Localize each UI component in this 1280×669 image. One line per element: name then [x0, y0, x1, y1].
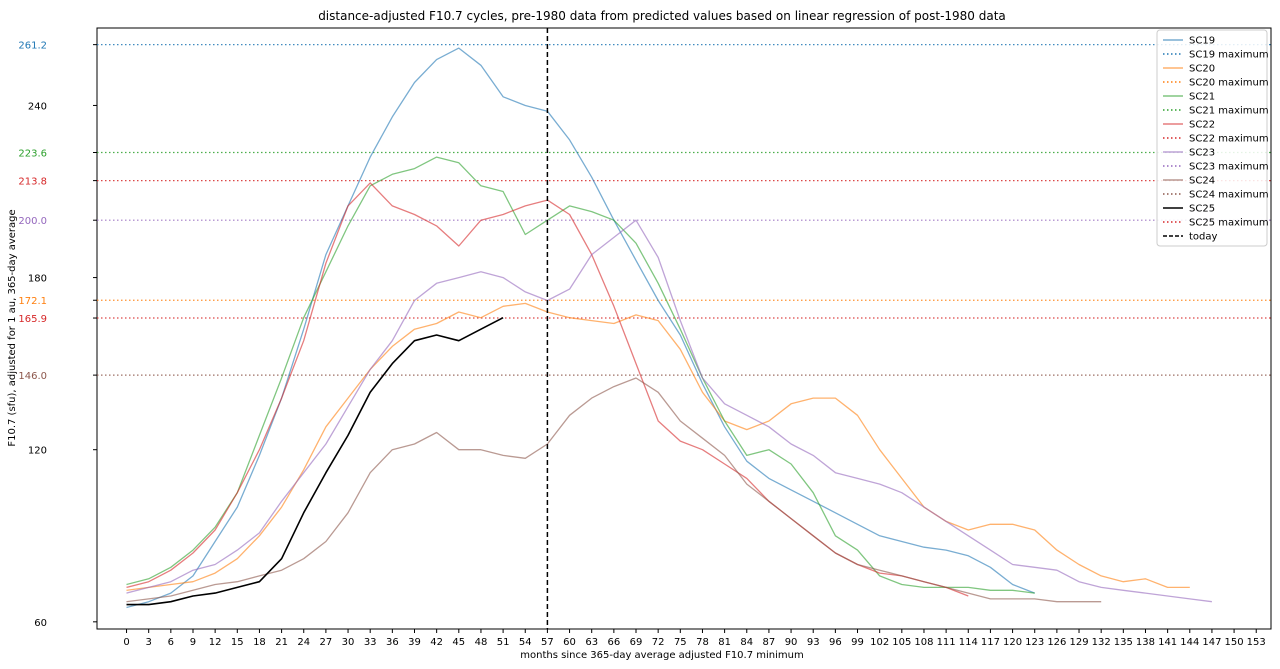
- legend-label: SC23 maximum: [1189, 162, 1269, 173]
- legend-label: SC20 maximum: [1189, 78, 1269, 89]
- x-tick-label: 75: [674, 637, 687, 648]
- x-tick-label: 60: [563, 637, 576, 648]
- x-tick-label: 54: [519, 637, 532, 648]
- series-line-sc21: [126, 156, 1035, 594]
- x-tick-label: 87: [763, 637, 776, 648]
- legend-label: SC23: [1189, 148, 1215, 159]
- x-tick-label: 57: [541, 637, 554, 648]
- x-tick-label: 51: [497, 637, 510, 648]
- x-tick-label: 0: [123, 637, 129, 648]
- x-tick-label: 141: [1158, 637, 1177, 648]
- x-tick-label: 30: [342, 637, 355, 648]
- x-tick-label: 15: [231, 637, 244, 648]
- y-axis-label: F10.7 (sfu), adjusted for 1 au, 365-day …: [7, 209, 18, 446]
- x-tick-label: 111: [937, 637, 956, 648]
- x-tick-label: 36: [386, 637, 399, 648]
- x-tick-label: 102: [870, 637, 889, 648]
- x-tick-label: 66: [607, 637, 620, 648]
- plot-frame: [96, 27, 1272, 630]
- x-tick-label: 132: [1092, 637, 1111, 648]
- x-tick-label: 69: [630, 637, 643, 648]
- x-axis-ticks: 0 3 6 9 12 15 18 21 24 27 30 33 36 39 42 45 48 51 54 57 60 63…: [123, 629, 1266, 648]
- x-tick-label: 99: [851, 637, 864, 648]
- legend-label: SC24 maximum: [1189, 190, 1269, 201]
- x-tick-label: 6: [168, 637, 174, 648]
- x-tick-label: 93: [807, 637, 820, 648]
- legend-label: SC22: [1189, 120, 1215, 131]
- legend-label: SC19 maximum: [1189, 50, 1269, 61]
- x-tick-label: 48: [475, 637, 488, 648]
- maximum-tick-label: 223.6: [18, 149, 47, 160]
- legend-label: today: [1189, 232, 1218, 243]
- x-tick-label: 117: [981, 637, 1000, 648]
- x-tick-label: 81: [718, 637, 731, 648]
- legend-label: SC24: [1189, 176, 1215, 187]
- x-tick-label: 63: [585, 637, 598, 648]
- x-tick-label: 78: [696, 637, 709, 648]
- x-tick-label: 138: [1136, 637, 1155, 648]
- legend-label: SC19: [1189, 36, 1215, 47]
- y-axis-ticks: 60 120 180 240: [28, 101, 97, 629]
- x-tick-label: 39: [408, 637, 421, 648]
- maximum-tick-label: 172.1: [18, 296, 47, 307]
- maximum-tick-label: 165.9: [18, 314, 47, 325]
- series-line-sc24: [126, 377, 1102, 603]
- x-tick-label: 144: [1180, 637, 1199, 648]
- x-tick-label: 9: [190, 637, 196, 648]
- x-tick-label: 120: [1003, 637, 1022, 648]
- x-tick-label: 45: [452, 637, 465, 648]
- legend-label: SC25 maximum: [1189, 218, 1269, 229]
- x-tick-label: 90: [785, 637, 798, 648]
- x-tick-label: 42: [430, 637, 443, 648]
- legend: SC19 SC19 maximum SC20 SC20 maximum SC21 SC21…: [1156, 29, 1269, 247]
- x-tick-label: 21: [275, 637, 288, 648]
- legend-label: SC25: [1189, 204, 1215, 215]
- series-line-sc23: [126, 219, 1212, 603]
- legend-label: SC21: [1189, 92, 1215, 103]
- x-tick-label: 153: [1247, 637, 1266, 648]
- x-tick-label: 126: [1047, 637, 1066, 648]
- y-tick-label: 240: [28, 101, 47, 112]
- x-tick-label: 123: [1025, 637, 1044, 648]
- x-tick-label: 72: [652, 637, 665, 648]
- x-tick-label: 27: [320, 637, 333, 648]
- x-tick-label: 114: [959, 637, 978, 648]
- x-tick-label: 147: [1202, 637, 1221, 648]
- x-tick-label: 105: [892, 637, 911, 648]
- x-tick-label: 135: [1114, 637, 1133, 648]
- x-tick-label: 96: [829, 637, 842, 648]
- series-line-sc25: [126, 316, 504, 606]
- maximum-tick-label: 200.0: [18, 216, 47, 227]
- series-lines: [126, 47, 1212, 609]
- x-tick-label: 150: [1225, 637, 1244, 648]
- legend-label: SC21 maximum: [1189, 106, 1269, 117]
- x-tick-label: 33: [364, 637, 377, 648]
- maximum-lines: 261.2 172.1 223.6 213.8 200.0 146.0 165.9: [18, 41, 1271, 382]
- x-tick-label: 108: [914, 637, 933, 648]
- legend-box: [1156, 29, 1268, 247]
- x-tick-label: 84: [740, 637, 753, 648]
- x-tick-label: 3: [145, 637, 151, 648]
- maximum-tick-label: 213.8: [18, 177, 47, 188]
- series-line-sc20: [126, 302, 1190, 591]
- maximum-tick-label: 261.2: [18, 41, 47, 52]
- maximum-tick-label: 146.0: [18, 371, 47, 382]
- x-axis-label: months since 365-day average adjusted F1…: [520, 650, 803, 661]
- y-tick-label: 180: [28, 274, 47, 285]
- x-tick-label: 18: [253, 637, 266, 648]
- x-tick-label: 129: [1069, 637, 1088, 648]
- legend-label: SC20: [1189, 64, 1215, 75]
- x-tick-label: 12: [209, 637, 222, 648]
- y-tick-label: 60: [34, 618, 47, 629]
- y-tick-label: 120: [28, 446, 47, 457]
- chart-title: distance-adjusted F10.7 cycles, pre-1980…: [318, 9, 1006, 23]
- legend-label: SC22 maximum: [1189, 134, 1269, 145]
- x-tick-label: 24: [297, 637, 310, 648]
- plot-area: [96, 27, 1272, 630]
